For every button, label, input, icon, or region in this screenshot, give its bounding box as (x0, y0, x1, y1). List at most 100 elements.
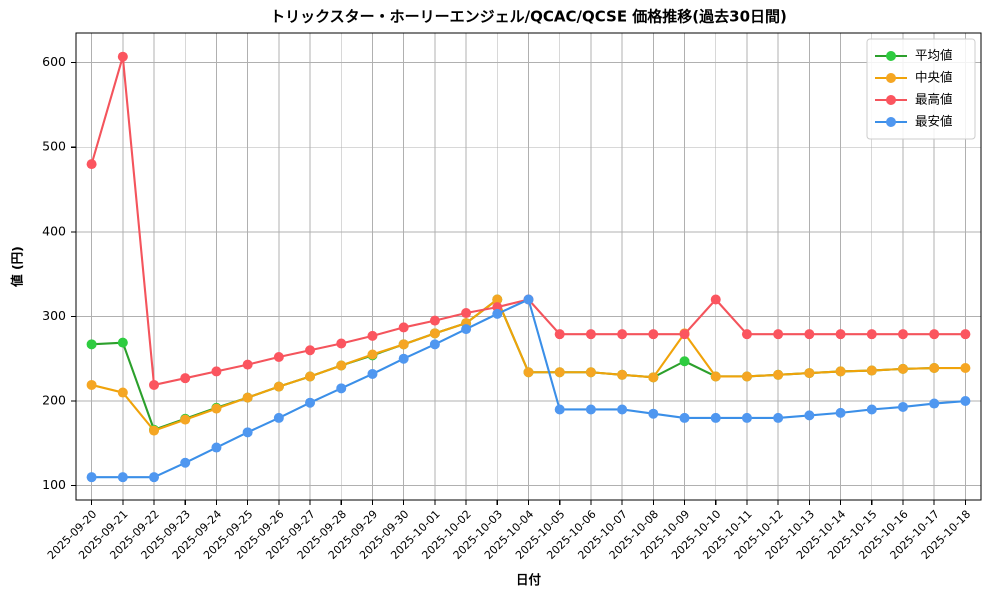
data-point (367, 330, 378, 341)
data-point (960, 363, 971, 374)
legend-label-3: 最安値 (915, 114, 953, 129)
data-point (617, 329, 628, 340)
data-point (866, 404, 877, 415)
data-point (929, 329, 940, 340)
legend-swatch-marker (886, 95, 896, 105)
data-point (523, 367, 534, 378)
data-point (773, 412, 784, 423)
data-point (86, 159, 97, 170)
data-point (117, 51, 128, 62)
data-point (554, 329, 565, 340)
data-point (617, 369, 628, 380)
legend-box (866, 38, 976, 140)
data-point (835, 407, 846, 418)
data-point (554, 404, 565, 415)
data-point (648, 408, 659, 419)
x-axis-label: 日付 (516, 572, 542, 587)
data-point (86, 339, 97, 350)
data-point (741, 371, 752, 382)
data-point (679, 329, 690, 340)
y-tick-label: 500 (42, 139, 66, 154)
data-point (773, 369, 784, 380)
plot-border (75, 32, 982, 501)
data-point (679, 356, 690, 367)
data-point (180, 414, 191, 425)
series-1 (86, 294, 971, 436)
data-point (149, 472, 160, 483)
data-point (273, 381, 284, 392)
data-point (648, 372, 659, 383)
data-point (149, 379, 160, 390)
data-point (180, 373, 191, 384)
data-point (211, 366, 222, 377)
data-point (305, 371, 316, 382)
data-point (117, 472, 128, 483)
data-point (336, 360, 347, 371)
data-point (273, 352, 284, 363)
data-point (211, 403, 222, 414)
y-tick-label: 300 (42, 308, 66, 323)
legend-label-2: 最高値 (915, 92, 953, 107)
data-point (429, 315, 440, 326)
data-point (835, 366, 846, 377)
data-point (710, 371, 721, 382)
y-tick-label: 400 (42, 223, 66, 238)
data-point (180, 457, 191, 468)
data-point (929, 363, 940, 374)
data-point (866, 329, 877, 340)
data-point (866, 365, 877, 376)
data-point (897, 363, 908, 374)
legend-swatch-marker (886, 73, 896, 83)
legend-label-0: 平均値 (915, 48, 953, 63)
data-point (461, 308, 472, 319)
data-point (585, 404, 596, 415)
data-point (117, 387, 128, 398)
data-point (804, 329, 815, 340)
data-point (211, 442, 222, 453)
data-point (86, 472, 97, 483)
data-point (367, 349, 378, 360)
data-point (929, 398, 940, 409)
data-point (305, 345, 316, 356)
chart-title: トリックスター・ホーリーエンジェル/QCAC/QCSE 価格推移(過去30日間) (270, 8, 787, 26)
data-point (398, 339, 409, 350)
data-point (741, 412, 752, 423)
data-point (117, 337, 128, 348)
legend-swatch-marker (886, 117, 896, 127)
data-point (523, 294, 534, 305)
data-point (273, 412, 284, 423)
data-point (149, 425, 160, 436)
data-point (585, 329, 596, 340)
data-point (897, 401, 908, 412)
data-point (492, 308, 503, 319)
data-point (492, 294, 503, 305)
data-point (897, 329, 908, 340)
data-point (429, 339, 440, 350)
data-point (242, 359, 253, 370)
data-point (398, 322, 409, 333)
data-point (710, 412, 721, 423)
data-point (242, 392, 253, 403)
data-point (960, 396, 971, 407)
data-point (804, 410, 815, 421)
y-tick-label: 200 (42, 393, 66, 408)
series-3 (86, 294, 971, 483)
legend-label-1: 中央値 (915, 70, 953, 85)
data-point (960, 329, 971, 340)
data-point (554, 367, 565, 378)
data-point (585, 367, 596, 378)
data-point (305, 397, 316, 408)
data-point (835, 329, 846, 340)
data-point (648, 329, 659, 340)
data-point (741, 329, 752, 340)
data-point (804, 368, 815, 379)
data-point (617, 404, 628, 415)
data-point (461, 324, 472, 335)
y-axis-label: 値 (円) (10, 246, 25, 288)
data-point (398, 353, 409, 364)
data-point (242, 427, 253, 438)
data-point (710, 294, 721, 305)
data-point (367, 368, 378, 379)
